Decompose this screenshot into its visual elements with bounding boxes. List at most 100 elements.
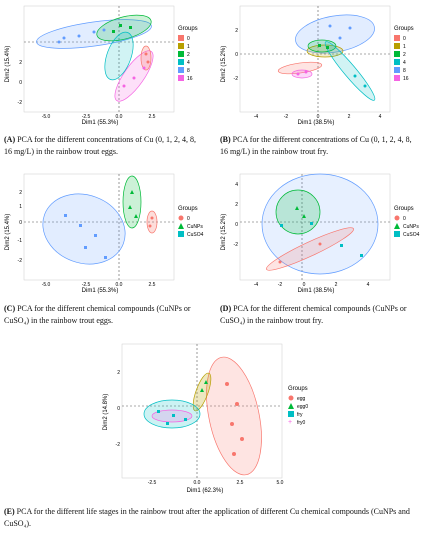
caption-a: (A) PCA for the different concentrations… [4,134,204,158]
y-tick: 2 [235,202,238,208]
legend-item: 8 [187,68,190,74]
x-tick: -5.0 [42,282,51,288]
caption-label: (B) [220,135,231,144]
x-tick: 4 [367,282,370,288]
y-tick: -2 [116,442,121,448]
legend-item: 4 [403,60,406,66]
y-tick: 2 [235,28,238,34]
legend-item: CuNPs [187,224,203,230]
legend-title: Groups [394,26,414,32]
caption-label: (C) [4,304,16,313]
x-tick: 2.5 [149,282,156,288]
legend-item: CuSO4 [187,232,204,238]
legend-item: 4 [187,60,190,66]
caption-text: PCA for the different chemical compounds… [220,304,407,325]
y-tick: 4 [235,182,238,188]
y-tick: 0 [235,52,238,58]
legend-item: 1 [403,44,406,50]
y-tick: 0 [19,220,22,226]
x-tick: 4 [379,114,382,120]
legend-item: CuNPs [403,224,419,230]
x-tick: 0.0 [116,114,123,120]
x-tick: -2.5 [82,282,91,288]
x-tick: -4 [254,114,259,120]
legend-item: 0 [187,36,190,42]
y-axis-label: Dim2 (14.8%) [103,394,109,431]
legend-item: fry0 [297,420,306,426]
panel-e: Dim2 (14.8%) Dim1 (62.3%) 2 0 -2 -2.5 0.… [100,340,326,495]
y-tick: -2 [234,242,239,248]
x-axis-label: Dim1 (62.3%) [187,488,224,494]
y-tick: 2 [19,190,22,196]
pca-plot-c: Dim2 (15.4%) Dim1 (55.3%) 2 1 0 -1 -2 -5… [2,170,208,295]
x-tick: 2.5 [237,480,244,486]
legend-item: CuSO4 [403,232,420,238]
panel-b: Dim2 (15.2%) Dim1 (38.5%) 2 0 -2 -4 -2 0… [218,2,424,127]
x-tick: 5.0 [277,480,284,486]
pca-plot-d: Dim2 (15.2%) Dim1 (38.5%) 4 2 0 -2 -4 -2… [218,170,424,295]
x-axis-label: Dim1 (55.3%) [82,120,119,126]
y-tick: -2 [18,258,23,264]
legend-item: egg0 [297,404,308,410]
x-tick: 2.5 [149,114,156,120]
x-tick: 0.0 [116,282,123,288]
x-axis-label: Dim1 (55.3%) [82,288,119,294]
legend-item: 16 [403,76,409,82]
caption-text: PCA for the different life stages in the… [4,507,410,528]
legend-title: Groups [288,386,308,392]
y-tick: 0 [117,406,120,412]
y-tick: -2 [18,100,23,106]
y-tick: -2 [234,76,239,82]
x-tick: 0 [317,114,320,120]
panel-d: Dim2 (15.2%) Dim1 (38.5%) 4 2 0 -2 -4 -2… [218,170,424,295]
x-tick: -5.0 [42,114,51,120]
legend-title: Groups [394,206,414,212]
y-axis-label: Dim2 (15.4%) [5,46,11,83]
legend-item: 0 [187,216,190,222]
legend-title: Groups [178,26,198,32]
panel-c: Dim2 (15.4%) Dim1 (55.3%) 2 1 0 -1 -2 -5… [2,170,208,295]
x-tick: 0 [303,282,306,288]
y-tick: 1 [19,204,22,210]
x-tick: -2 [278,282,283,288]
legend-item: 2 [187,52,190,58]
x-axis-label: Dim1 (38.5%) [298,288,335,294]
legend: Groups egg egg0 fry + fry0 [288,386,308,426]
y-axis-label: Dim2 (15.2%) [221,214,227,251]
legend-item: 0 [403,36,406,42]
y-axis-label: Dim2 (15.4%) [5,214,11,251]
caption-d: (D) PCA for the different chemical compo… [220,303,424,327]
legend-item: fry [297,412,303,418]
legend: Groups 0 1 2 4 8 16 [394,26,414,82]
caption-b: (B) PCA for the different concentrations… [220,134,420,158]
caption-text: PCA for the different concentrations of … [4,135,197,156]
pca-plot-e: Dim2 (14.8%) Dim1 (62.3%) 2 0 -2 -2.5 0.… [100,340,326,495]
legend: Groups 0 1 2 4 8 16 [178,26,198,82]
caption-label: (D) [220,304,232,313]
x-tick: 2 [335,282,338,288]
caption-label: (E) [4,507,15,516]
legend: Groups 0 CuNPs CuSO4 [178,206,204,238]
legend-item: 0 [403,216,406,222]
legend-item: egg [297,396,306,402]
legend-item: 1 [187,44,190,50]
legend-title: Groups [178,206,198,212]
caption-label: (A) [4,135,16,144]
y-tick: 0 [235,222,238,228]
pca-plot-b: Dim2 (15.2%) Dim1 (38.5%) 2 0 -2 -4 -2 0… [218,2,424,127]
x-tick: -2 [284,114,289,120]
legend-item: 2 [403,52,406,58]
y-tick: 0 [19,80,22,86]
legend: Groups 0 CuNPs CuSO4 [394,206,420,238]
x-tick: 0.0 [194,480,201,486]
legend-item: 8 [403,68,406,74]
caption-text: PCA for the different concentrations of … [220,135,412,156]
x-axis-label: Dim1 (38.5%) [298,120,335,126]
x-tick: -4 [254,282,259,288]
y-axis-label: Dim2 (15.2%) [221,46,227,83]
x-tick: -2.5 [148,480,157,486]
legend-item: 16 [187,76,193,82]
caption-c: (C) PCA for the different chemical compo… [4,303,210,327]
y-tick: 2 [117,370,120,376]
pca-plot-a: Dim2 (15.4%) Dim1 (55.3%) 2 0 -2 -5.0 -2… [2,2,208,127]
